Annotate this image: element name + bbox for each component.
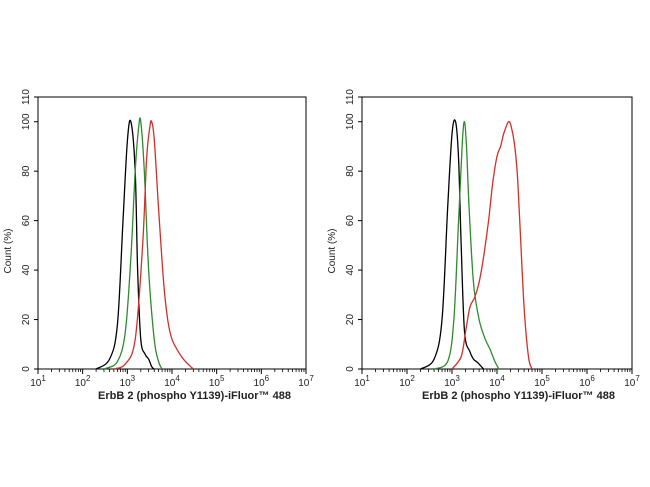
x-tick-exponent: 7	[635, 374, 640, 383]
x-tick-exponent: 5	[220, 374, 225, 383]
x-tick-exponent: 1	[41, 374, 46, 383]
histogram-series-line-2	[113, 120, 194, 370]
x-axis-label: ErbB 2 (phospho Y1139)-iFluor™ 488	[98, 390, 291, 402]
plot-frame	[361, 96, 633, 370]
y-tick-label: 60	[345, 215, 356, 227]
x-tick-exponent: 3	[455, 374, 460, 383]
x-tick-label: 107	[624, 374, 640, 389]
x-tick-exponent: 3	[131, 374, 136, 383]
x-tick-base: 10	[164, 378, 176, 389]
y-tick-label: 110	[345, 89, 356, 105]
x-tick-base: 10	[534, 378, 546, 389]
y-tick-label: 40	[345, 264, 356, 276]
y-tick-label: 100	[21, 113, 32, 130]
x-tick-label: 106	[254, 374, 270, 389]
x-tick-exponent: 5	[545, 374, 550, 383]
x-tick-exponent: 7	[309, 374, 314, 383]
y-tick-label: 0	[21, 366, 32, 372]
x-tick-label: 105	[209, 374, 225, 389]
x-tick-label: 102	[75, 374, 91, 389]
x-tick-base: 10	[75, 378, 87, 389]
histogram-series-line-0	[420, 119, 484, 370]
x-tick-base: 10	[120, 378, 132, 389]
x-tick-label: 107	[298, 374, 314, 389]
x-tick-label: 106	[579, 374, 595, 389]
x-tick-base: 10	[624, 378, 636, 389]
x-tick-label: 101	[30, 374, 46, 389]
x-tick-base: 10	[489, 378, 501, 389]
plot-frame	[37, 96, 307, 370]
x-tick-exponent: 2	[410, 374, 415, 383]
x-tick-exponent: 4	[175, 374, 180, 383]
x-tick-exponent: 4	[500, 374, 505, 383]
x-tick-base: 10	[579, 378, 591, 389]
x-tick-label: 101	[354, 374, 370, 389]
x-tick-exponent: 6	[590, 374, 595, 383]
y-tick-label: 20	[21, 314, 32, 326]
y-tick-label: 100	[345, 113, 356, 130]
x-tick-base: 10	[444, 378, 456, 389]
x-tick-base: 10	[209, 378, 221, 389]
histogram-series-line-2	[451, 120, 533, 370]
x-tick-label: 103	[444, 374, 460, 389]
x-tick-label: 103	[120, 374, 136, 389]
y-tick-label: 20	[345, 314, 356, 326]
x-tick-label: 105	[534, 374, 550, 389]
x-tick-base: 10	[30, 378, 42, 389]
y-tick-label: 0	[345, 366, 356, 372]
histogram-series-line-1	[103, 117, 163, 370]
y-tick-label: 40	[21, 264, 32, 276]
x-tick-exponent: 1	[365, 374, 370, 383]
x-axis-label: ErbB 2 (phospho Y1139)-iFluor™ 488	[422, 390, 615, 402]
x-tick-exponent: 2	[86, 374, 91, 383]
x-tick-label: 104	[164, 374, 180, 389]
x-tick-base: 10	[254, 378, 266, 389]
x-tick-base: 10	[354, 378, 366, 389]
x-tick-base: 10	[399, 378, 411, 389]
y-axis-label: Count (%)	[327, 228, 338, 273]
x-tick-exponent: 6	[265, 374, 270, 383]
x-tick-label: 104	[489, 374, 505, 389]
y-tick-label: 80	[21, 165, 32, 177]
y-tick-label: 80	[345, 165, 356, 177]
x-tick-base: 10	[298, 378, 310, 389]
y-tick-label: 110	[21, 89, 32, 105]
histogram-series-line-1	[433, 121, 500, 370]
x-tick-label: 102	[399, 374, 415, 389]
y-axis-label: Count (%)	[3, 228, 14, 273]
y-tick-label: 60	[21, 215, 32, 227]
